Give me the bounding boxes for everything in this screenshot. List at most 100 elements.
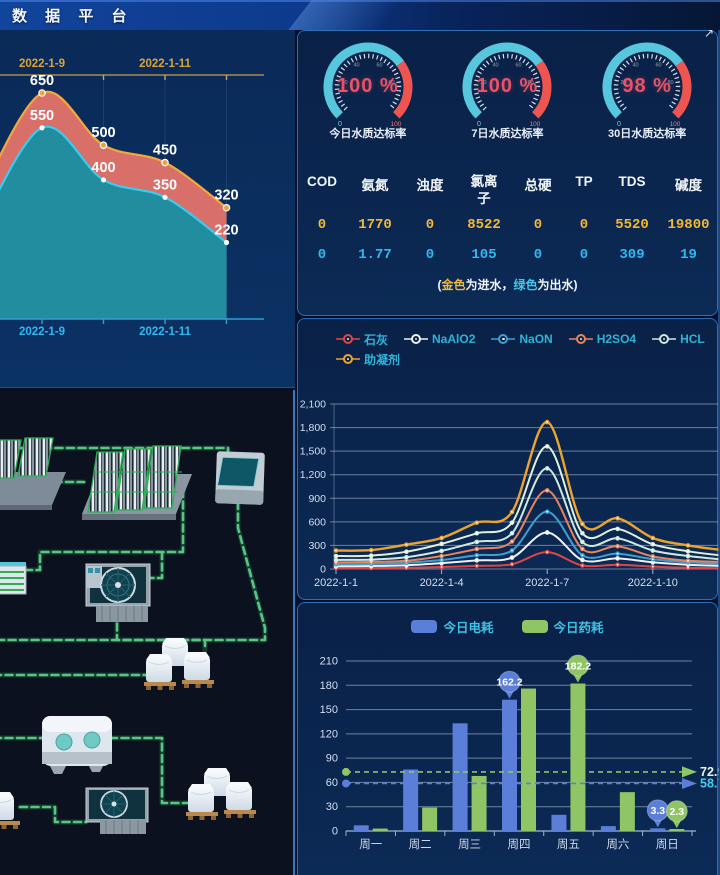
- svg-text:2022-1-9: 2022-1-9: [19, 326, 65, 338]
- gauge-value: 100 %: [336, 75, 399, 97]
- svg-text:0: 0: [617, 121, 621, 128]
- table-header: 氨氮: [361, 178, 389, 193]
- clarifier-fan-1: [85, 563, 151, 622]
- svg-text:650: 650: [30, 73, 54, 89]
- svg-text:60: 60: [376, 63, 382, 69]
- gauge-value: 98 %: [622, 75, 672, 97]
- plant-schematic[interactable]: [0, 390, 295, 875]
- svg-text:2022-1-1: 2022-1-1: [314, 577, 358, 589]
- legend-item-HCL[interactable]: HCL: [652, 332, 705, 346]
- table-header: 碱度: [675, 178, 702, 193]
- legend-item-NaAlO2[interactable]: NaAlO2: [404, 332, 475, 346]
- table-cell: 0: [425, 246, 435, 263]
- svg-text:2022-1-10: 2022-1-10: [628, 577, 678, 589]
- svg-text:300: 300: [308, 540, 326, 552]
- gauge-value: 100 %: [476, 75, 539, 97]
- table-cell: 19: [680, 246, 697, 263]
- svg-text:0: 0: [338, 121, 342, 128]
- note-green-word: 绿色: [513, 277, 538, 292]
- legend-item-石灰[interactable]: 石灰: [336, 331, 388, 348]
- svg-text:550: 550: [30, 108, 54, 124]
- chemical-bag-left: [0, 791, 20, 829]
- bar-chart-legend: 今日电耗 今日药耗: [298, 603, 717, 637]
- header-slash-decoration: [288, 0, 402, 30]
- svg-text:320: 320: [214, 188, 238, 204]
- table-header: COD: [307, 174, 337, 189]
- table-cell: 309: [619, 246, 645, 263]
- svg-text:182.2: 182.2: [565, 660, 591, 672]
- legend-item-今日电耗[interactable]: 今日电耗: [411, 617, 494, 636]
- table-cell: 0: [425, 216, 435, 233]
- table-cell: 8522: [467, 216, 501, 233]
- water-quality-panel: 20 40 60 80 0 100 100 % 今日水质达标率 20 40 60 80 0 100 …: [297, 30, 718, 316]
- svg-text:3.3: 3.3: [650, 805, 665, 817]
- legend-item-NaON[interactable]: NaON: [491, 332, 553, 346]
- svg-text:20: 20: [481, 80, 487, 86]
- table-cell: 1770: [358, 216, 392, 233]
- svg-text:58.74: 58.74: [700, 776, 719, 790]
- svg-text:400: 400: [91, 160, 115, 176]
- gauge-label: 30日水质达标率: [608, 128, 687, 140]
- gauge-today: 20 40 60 80 0 100 100 % 今日水质达标率: [302, 37, 434, 162]
- svg-text:周三: 周三: [458, 838, 481, 851]
- svg-text:20: 20: [621, 80, 627, 86]
- svg-text:150: 150: [320, 704, 338, 716]
- table-cell: 1.77: [358, 246, 392, 263]
- gauge-row: 20 40 60 80 0 100 100 % 今日水质达标率 20 40 60 80 0 100 …: [298, 31, 717, 162]
- gauge-7day: 20 40 60 80 0 100 100 % 7日水质达标率: [441, 37, 573, 162]
- svg-text:1,500: 1,500: [300, 446, 326, 458]
- svg-text:周六: 周六: [606, 838, 629, 851]
- svg-text:80: 80: [528, 80, 534, 86]
- svg-text:周五: 周五: [557, 838, 580, 851]
- table-cell: 19800: [667, 216, 710, 233]
- svg-text:30: 30: [326, 801, 338, 813]
- svg-text:40: 40: [633, 63, 639, 69]
- svg-text:1,800: 1,800: [300, 422, 326, 434]
- chemical-bags-2: [186, 767, 256, 820]
- svg-text:2022-1-4: 2022-1-4: [420, 577, 464, 589]
- table-cell: 0: [533, 216, 543, 233]
- table-cell: 0: [317, 246, 327, 263]
- header-bar: 数 据 平 台: [0, 0, 720, 30]
- plant-schematic-panel: [0, 390, 295, 875]
- svg-text:90: 90: [326, 753, 338, 765]
- small-dosing-rack: [0, 562, 27, 595]
- inlet-outlet-area-chart[interactable]: 2022-1-9 2022-1-11 2022-1-9 2022-1-11 650 500…: [0, 30, 295, 388]
- svg-text:210: 210: [320, 656, 338, 668]
- daily-consumption-bar-chart[interactable]: 0 30 60 90 120 150 180 210 周一 周二 周三 周四 周五 周六 周日 72.9758…: [298, 637, 720, 872]
- svg-text:100: 100: [390, 121, 401, 128]
- svg-text:周四: 周四: [508, 838, 531, 851]
- svg-text:20: 20: [341, 80, 347, 86]
- svg-text:80: 80: [668, 80, 674, 86]
- svg-text:2,100: 2,100: [300, 399, 326, 411]
- inlet-outlet-trend-panel: 2022-1-9 2022-1-11 2022-1-9 2022-1-11 650 500…: [0, 30, 295, 388]
- svg-text:220: 220: [214, 223, 238, 239]
- legend-item-H2SO4[interactable]: H2SO4: [568, 332, 636, 346]
- table-header: TDS: [618, 174, 646, 189]
- svg-text:450: 450: [153, 143, 177, 159]
- table-cell: 105: [471, 246, 497, 263]
- legend-item-助凝剂[interactable]: 助凝剂: [336, 351, 400, 368]
- svg-text:100: 100: [670, 121, 681, 128]
- chemical-dosing-line-chart[interactable]: 0 300 600 900 1,200 1,500 1,800 2,100 2022-1-1 20…: [298, 369, 720, 601]
- svg-text:162.2: 162.2: [496, 676, 522, 688]
- svg-text:100: 100: [530, 121, 541, 128]
- table-cell: 0: [533, 246, 543, 263]
- aeration-basin: [215, 451, 265, 505]
- table-header: TP: [575, 174, 593, 189]
- table-cell: 0: [317, 216, 327, 233]
- gauge-label: 今日水质达标率: [329, 128, 407, 140]
- svg-text:120: 120: [320, 728, 338, 740]
- svg-text:0: 0: [478, 121, 482, 128]
- table-header: 浊度: [416, 178, 444, 193]
- svg-text:72.97: 72.97: [700, 765, 719, 779]
- svg-text:周二: 周二: [409, 838, 432, 851]
- expand-arrow-icon[interactable]: ↗: [703, 26, 714, 40]
- table-cell: 0: [579, 246, 589, 263]
- table-header: 总硬: [524, 178, 552, 193]
- svg-text:60: 60: [656, 63, 662, 69]
- table-cell: 0: [579, 216, 589, 233]
- svg-text:80: 80: [388, 80, 394, 86]
- legend-item-今日药耗[interactable]: 今日药耗: [521, 617, 604, 636]
